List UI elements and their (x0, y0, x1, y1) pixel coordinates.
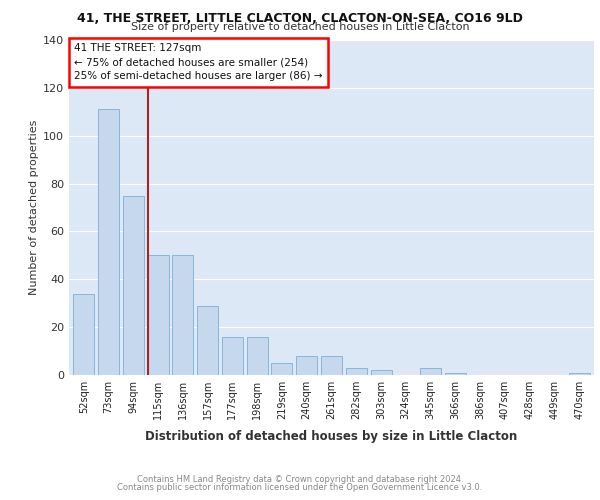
Bar (420, 368, 441, 375)
Text: 41, THE STREET, LITTLE CLACTON, CLACTON-ON-SEA, CO16 9LD: 41, THE STREET, LITTLE CLACTON, CLACTON-… (77, 12, 523, 26)
Bar (321, 356, 342, 375)
Bar (123, 196, 144, 375)
Bar (148, 256, 169, 375)
Text: Size of property relative to detached houses in Little Clacton: Size of property relative to detached ho… (131, 22, 469, 32)
X-axis label: Distribution of detached houses by size in Little Clacton: Distribution of detached houses by size … (145, 430, 518, 444)
Bar (98, 110, 119, 375)
Text: 41 THE STREET: 127sqm
← 75% of detached houses are smaller (254)
25% of semi-det: 41 THE STREET: 127sqm ← 75% of detached … (74, 44, 323, 82)
Text: Contains public sector information licensed under the Open Government Licence v3: Contains public sector information licen… (118, 484, 482, 492)
Text: Contains HM Land Registry data © Crown copyright and database right 2024.: Contains HM Land Registry data © Crown c… (137, 475, 463, 484)
Bar (73, 294, 94, 375)
Y-axis label: Number of detached properties: Number of detached properties (29, 120, 39, 295)
Bar (346, 368, 367, 375)
Bar (569, 372, 590, 375)
Bar (197, 306, 218, 375)
Bar (445, 372, 466, 375)
Bar (247, 336, 268, 375)
Bar (371, 370, 392, 375)
Bar (296, 356, 317, 375)
Bar (271, 363, 292, 375)
Bar (172, 256, 193, 375)
Bar (222, 336, 243, 375)
